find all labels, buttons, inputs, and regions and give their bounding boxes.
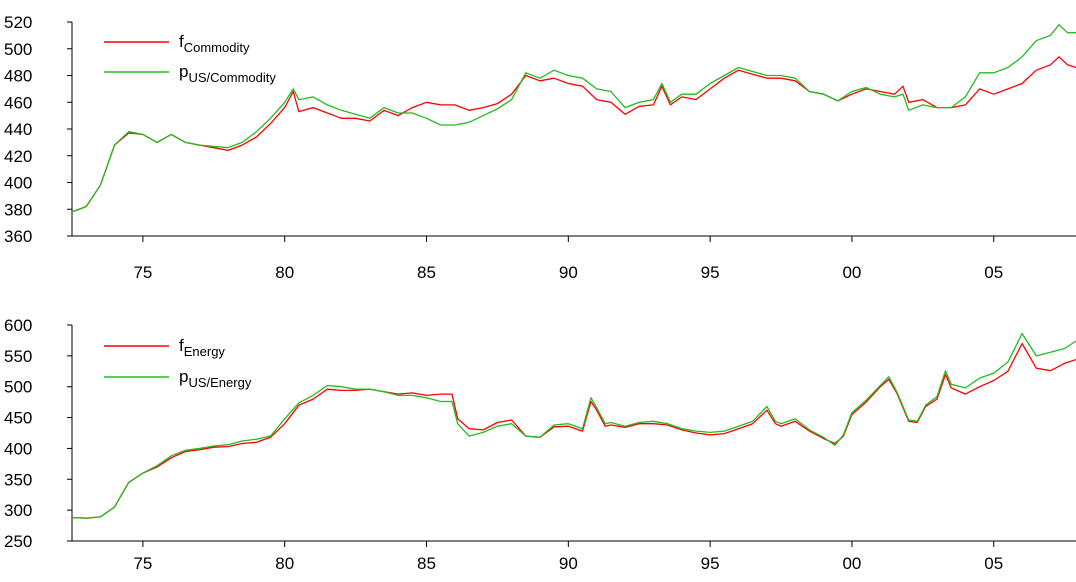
series-line-us-energy [71, 332, 1076, 519]
legend-subscript: Commodity [184, 40, 250, 55]
x-tick-label: 05 [984, 263, 1003, 282]
legend-label: pUS/Commodity [179, 62, 276, 85]
y-tick-label: 420 [4, 147, 32, 166]
x-tick-label: 90 [559, 554, 578, 573]
y-tick-label: 300 [4, 501, 32, 520]
x-tick-label: 00 [842, 554, 861, 573]
y-tick-label: 450 [4, 409, 32, 428]
y-tick-label: 480 [4, 67, 32, 86]
y-tick-label: 250 [4, 532, 32, 551]
x-tick-label: 95 [701, 554, 720, 573]
y-tick-label: 600 [4, 316, 32, 335]
commodity-chart-panel: 360 380 400 420 440 460 480 500 520 75 80 85 90 95 00 0… [4, 13, 1076, 282]
x-tick-label: 05 [984, 554, 1003, 573]
x-tick-label: 85 [417, 554, 436, 573]
legend-subscript: US/Energy [188, 375, 251, 390]
legend-subscript: US/Commodity [188, 70, 276, 85]
y-tick-label: 400 [4, 174, 32, 193]
series-line-commodity [71, 56, 1076, 213]
x-tick-label: 80 [275, 263, 294, 282]
y-tick-label: 350 [4, 470, 32, 489]
legend-subscript: Energy [184, 344, 226, 359]
legend-symbol: p [179, 367, 188, 386]
y-tick-label: 440 [4, 120, 32, 139]
series-line-energy [71, 342, 1076, 519]
energy-chart-panel: 250 300 350 400 450 500 550 600 75 80 85 90 95 00 05 fE… [4, 316, 1076, 573]
x-tick-label: 00 [842, 263, 861, 282]
x-tick-label: 85 [417, 263, 436, 282]
x-tick-label: 80 [275, 554, 294, 573]
legend-label: fEnergy [179, 336, 225, 359]
legend-symbol: f [179, 32, 184, 51]
x-tick-label: 95 [701, 263, 720, 282]
series-line-us-commodity [71, 24, 1076, 213]
y-tick-label: 550 [4, 347, 32, 366]
y-tick-label: 360 [4, 227, 32, 246]
legend-label: pUS/Energy [179, 367, 252, 390]
legend-symbol: f [179, 336, 184, 355]
y-tick-label: 500 [4, 378, 32, 397]
legend-label: fCommodity [179, 32, 250, 55]
x-tick-label: 90 [559, 263, 578, 282]
y-tick-label: 500 [4, 40, 32, 59]
y-tick-label: 380 [4, 200, 32, 219]
y-tick-label: 520 [4, 13, 32, 32]
legend-symbol: p [179, 62, 188, 81]
x-tick-label: 75 [133, 263, 152, 282]
y-tick-label: 400 [4, 439, 32, 458]
x-tick-label: 75 [133, 554, 152, 573]
y-tick-label: 460 [4, 93, 32, 112]
